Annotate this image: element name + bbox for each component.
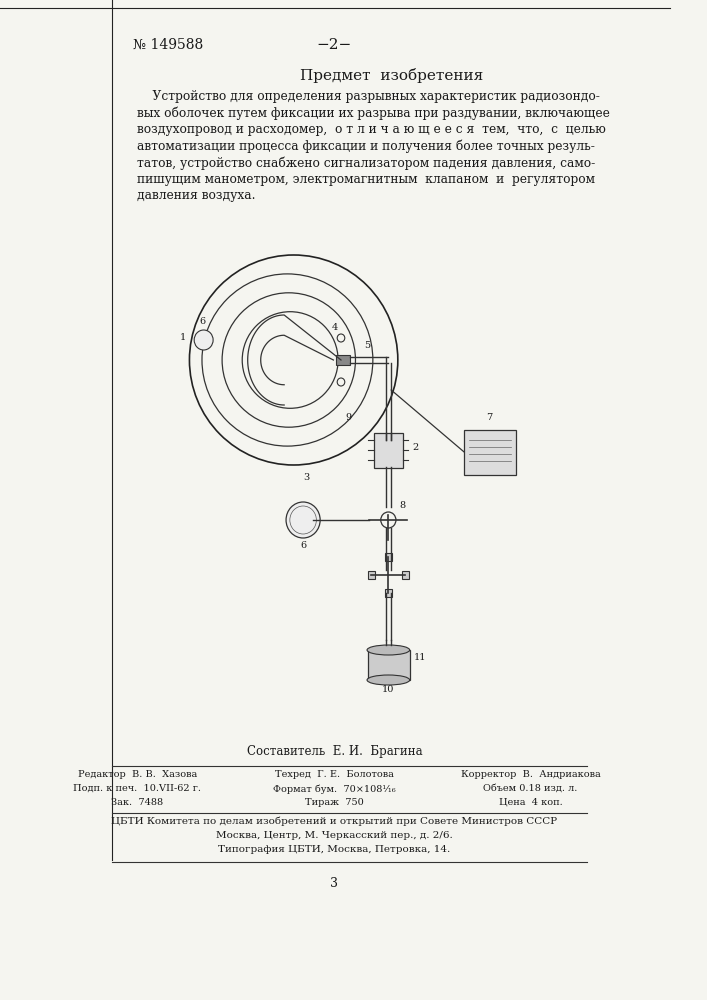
Text: Цена  4 коп.: Цена 4 коп. bbox=[498, 798, 562, 807]
Text: № 149588: № 149588 bbox=[133, 38, 203, 52]
Text: пишущим манометром, электромагнитным  клапаном  и  регулятором: пишущим манометром, электромагнитным кла… bbox=[137, 172, 595, 186]
Bar bbox=[402, 571, 409, 579]
Text: Подп. к печ.  10.VII-62 г.: Подп. к печ. 10.VII-62 г. bbox=[74, 784, 201, 793]
Text: автоматизации процесса фиксации и получения более точных резуль-: автоматизации процесса фиксации и получе… bbox=[137, 139, 595, 153]
Text: 3: 3 bbox=[330, 877, 339, 890]
Text: 7: 7 bbox=[486, 413, 493, 422]
Text: вых оболочек путем фиксации их разрыва при раздувании, включающее: вых оболочек путем фиксации их разрыва п… bbox=[137, 106, 610, 120]
Text: 4: 4 bbox=[332, 323, 338, 332]
Text: Редактор  В. В.  Хазова: Редактор В. В. Хазова bbox=[78, 770, 197, 779]
Text: 5: 5 bbox=[365, 341, 370, 350]
Bar bbox=[368, 571, 375, 579]
Bar bbox=[368, 650, 410, 680]
Text: ЦБТИ Комитета по делам изобретений и открытий при Совете Министров СССР: ЦБТИ Комитета по делам изобретений и отк… bbox=[111, 817, 557, 826]
Text: Корректор  В.  Андриакова: Корректор В. Андриакова bbox=[460, 770, 600, 779]
Text: Типография ЦБТИ, Москва, Петровка, 14.: Типография ЦБТИ, Москва, Петровка, 14. bbox=[218, 845, 450, 854]
Text: Предмет  изобретения: Предмет изобретения bbox=[300, 68, 483, 83]
Circle shape bbox=[194, 330, 213, 350]
Bar bbox=[374, 433, 402, 468]
Bar bbox=[385, 589, 392, 597]
Text: Формат бум.  70×108¹⁄₁₆: Формат бум. 70×108¹⁄₁₆ bbox=[273, 784, 396, 794]
Text: 2: 2 bbox=[412, 443, 419, 452]
Text: Составитель  Е. И.  Брагина: Составитель Е. И. Брагина bbox=[247, 745, 422, 758]
Text: 3: 3 bbox=[303, 473, 310, 482]
Bar bbox=[385, 553, 392, 561]
Text: Техред  Г. Е.  Болотова: Техред Г. Е. Болотова bbox=[275, 770, 394, 779]
Text: воздухопровод и расходомер,  о т л и ч а ю щ е е с я  тем,  что,  с  целью: воздухопровод и расходомер, о т л и ч а … bbox=[137, 123, 606, 136]
Text: Москва, Центр, М. Черкасский пер., д. 2/6.: Москва, Центр, М. Черкасский пер., д. 2/… bbox=[216, 831, 452, 840]
Text: татов, устройство снабжено сигнализатором падения давления, само-: татов, устройство снабжено сигнализаторо… bbox=[137, 156, 595, 169]
Circle shape bbox=[286, 502, 320, 538]
Text: −2−: −2− bbox=[317, 38, 352, 52]
Text: Зак.  7488: Зак. 7488 bbox=[111, 798, 163, 807]
FancyBboxPatch shape bbox=[464, 430, 516, 475]
Text: 6: 6 bbox=[199, 317, 205, 326]
Ellipse shape bbox=[367, 645, 409, 655]
Text: 6: 6 bbox=[300, 541, 306, 550]
Text: Устройство для определения разрывных характеристик радиозондо-: Устройство для определения разрывных хар… bbox=[137, 90, 600, 103]
Text: 9: 9 bbox=[346, 413, 352, 422]
Text: 11: 11 bbox=[414, 653, 426, 662]
Text: 8: 8 bbox=[399, 501, 406, 510]
Text: 1: 1 bbox=[180, 333, 186, 342]
Ellipse shape bbox=[367, 675, 409, 685]
Text: Тираж  750: Тираж 750 bbox=[305, 798, 363, 807]
Text: 10: 10 bbox=[382, 685, 395, 694]
Bar bbox=[337, 355, 351, 365]
Text: Объем 0.18 изд. л.: Объем 0.18 изд. л. bbox=[484, 784, 578, 793]
Text: давления воздуха.: давления воздуха. bbox=[137, 189, 256, 202]
